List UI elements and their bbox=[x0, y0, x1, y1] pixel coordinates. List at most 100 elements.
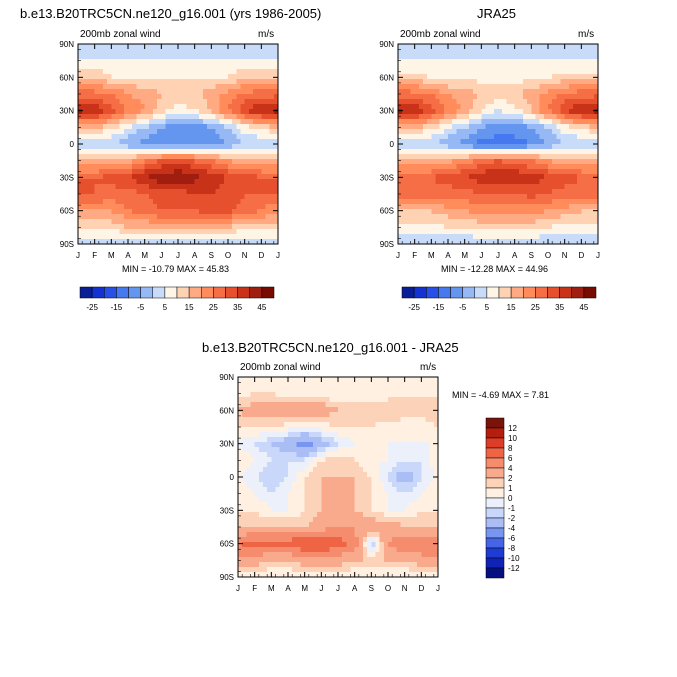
heatmap-cell bbox=[153, 214, 158, 220]
heatmap-cell bbox=[186, 94, 191, 100]
heatmap-cell bbox=[418, 119, 424, 125]
heatmap-cell bbox=[413, 427, 418, 433]
heatmap-cell bbox=[275, 382, 281, 388]
heatmap-cell bbox=[304, 407, 310, 413]
heatmap-cell bbox=[443, 134, 449, 140]
heatmap-cell bbox=[367, 407, 372, 413]
heatmap-cell bbox=[94, 199, 100, 205]
heatmap-cell bbox=[493, 229, 499, 235]
heatmap-cell bbox=[539, 139, 545, 145]
heatmap-cell bbox=[556, 224, 561, 230]
heatmap-cell bbox=[552, 59, 557, 65]
heatmap-cell bbox=[518, 94, 524, 100]
heatmap-cell bbox=[410, 154, 416, 160]
heatmap-cell bbox=[90, 239, 96, 245]
heatmap-cell bbox=[556, 99, 561, 105]
heatmap-cell bbox=[506, 89, 511, 95]
heatmap-cell bbox=[211, 114, 216, 120]
heatmap-cell bbox=[523, 229, 528, 235]
heatmap-cell bbox=[468, 49, 474, 55]
heatmap-cell bbox=[90, 219, 96, 225]
heatmap-cell bbox=[128, 209, 133, 215]
heatmap-cell bbox=[489, 189, 495, 195]
heatmap-cell bbox=[246, 412, 251, 418]
heatmap-cell bbox=[573, 89, 578, 95]
heatmap-cell bbox=[263, 397, 268, 403]
heatmap-cell bbox=[313, 392, 318, 398]
heatmap-cell bbox=[178, 99, 183, 105]
heatmap-cell bbox=[481, 154, 486, 160]
heatmap-cell bbox=[128, 64, 133, 70]
heatmap-cell bbox=[246, 407, 251, 413]
heatmap-cell bbox=[240, 239, 246, 245]
heatmap-cell bbox=[232, 79, 237, 85]
heatmap-cell bbox=[410, 194, 416, 200]
heatmap-cell bbox=[514, 109, 520, 115]
heatmap-cell bbox=[211, 49, 216, 55]
heatmap-cell bbox=[498, 54, 503, 60]
heatmap-cell bbox=[589, 189, 595, 195]
heatmap-cell bbox=[165, 144, 171, 150]
heatmap-cell bbox=[98, 159, 104, 165]
heatmap-cell bbox=[128, 144, 133, 150]
heatmap-cell bbox=[215, 134, 221, 140]
heatmap-cell bbox=[288, 472, 293, 478]
heatmap-cell bbox=[253, 74, 258, 80]
panel1-stats: MIN = -10.79 MAX = 45.83 bbox=[122, 264, 230, 274]
heatmap-cell bbox=[157, 144, 162, 150]
heatmap-cell bbox=[228, 159, 233, 165]
heatmap-cell bbox=[107, 219, 112, 225]
heatmap-cell bbox=[452, 124, 457, 130]
heatmap-cell bbox=[232, 139, 237, 145]
heatmap-cell bbox=[86, 184, 91, 190]
heatmap-cell bbox=[489, 104, 495, 110]
heatmap-cell bbox=[460, 239, 466, 245]
heatmap-cell bbox=[261, 199, 266, 205]
heatmap-cell bbox=[581, 64, 586, 70]
heatmap-cell bbox=[398, 224, 403, 230]
heatmap-cell bbox=[448, 119, 453, 125]
heatmap-cell bbox=[435, 89, 441, 95]
heatmap-cell bbox=[248, 109, 254, 115]
heatmap-cell bbox=[253, 94, 258, 100]
heatmap-cell bbox=[261, 209, 266, 215]
heatmap-cell bbox=[248, 184, 254, 190]
heatmap-cell bbox=[273, 129, 279, 135]
heatmap-cell bbox=[477, 209, 482, 215]
heatmap-cell bbox=[506, 84, 511, 90]
heatmap-cell bbox=[535, 84, 541, 90]
heatmap-cell bbox=[248, 169, 254, 175]
heatmap-cell bbox=[568, 204, 574, 210]
heatmap-cell bbox=[350, 392, 356, 398]
heatmap-cell bbox=[410, 54, 416, 60]
heatmap-cell bbox=[140, 209, 146, 215]
heatmap-cell bbox=[464, 234, 470, 240]
heatmap-cell bbox=[400, 442, 406, 448]
heatmap-cell bbox=[186, 44, 191, 50]
heatmap-cell bbox=[190, 179, 196, 185]
heatmap-cell bbox=[258, 417, 264, 423]
heatmap-cell bbox=[232, 159, 237, 165]
heatmap-cell bbox=[577, 199, 582, 205]
heatmap-cell bbox=[418, 54, 424, 60]
heatmap-cell bbox=[140, 59, 146, 65]
heatmap-cell bbox=[140, 84, 146, 90]
heatmap-cell bbox=[456, 99, 461, 105]
heatmap-cell bbox=[257, 144, 262, 150]
heatmap-cell bbox=[198, 234, 204, 240]
heatmap-cell bbox=[539, 229, 545, 235]
heatmap-cell bbox=[593, 159, 599, 165]
heatmap-cell bbox=[543, 139, 549, 145]
heatmap-cell bbox=[396, 422, 401, 428]
heatmap-cell bbox=[242, 397, 247, 403]
heatmap-cell bbox=[392, 397, 397, 403]
heatmap-cell bbox=[173, 204, 179, 210]
heatmap-cell bbox=[223, 99, 229, 105]
heatmap-cell bbox=[148, 44, 154, 50]
heatmap-cell bbox=[132, 44, 137, 50]
heatmap-cell bbox=[257, 234, 262, 240]
heatmap-cell bbox=[273, 64, 279, 70]
heatmap-cell bbox=[573, 79, 578, 85]
heatmap-cell bbox=[506, 69, 511, 75]
heatmap-cell bbox=[296, 432, 301, 438]
